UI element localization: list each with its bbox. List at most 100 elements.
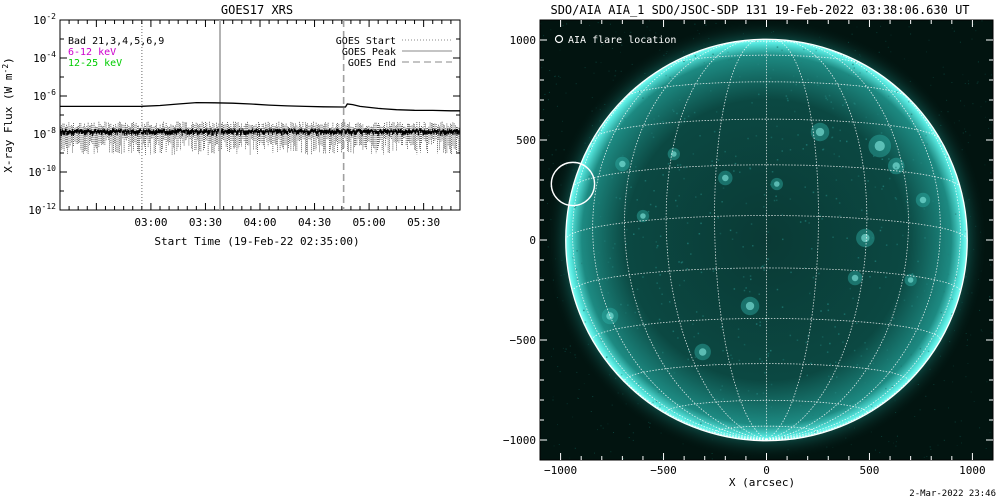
speckle [943, 439, 945, 441]
speckle [632, 432, 634, 434]
speckle [967, 363, 969, 364]
goes-x-axis-ticks: 03:00 03:30 04:00 04:30 05:00 05:30 [68, 20, 452, 229]
disk-speckle [896, 91, 898, 93]
speckle [603, 44, 605, 46]
disk-speckle [866, 211, 868, 213]
disk-speckle [619, 126, 622, 129]
speckle [972, 103, 974, 105]
speckle [943, 73, 945, 75]
grid-line [572, 57, 767, 440]
speckle [566, 23, 568, 25]
disk-speckle [874, 260, 877, 262]
disk-speckle [626, 228, 628, 231]
disk-speckle [576, 278, 579, 280]
disk-speckle [712, 270, 715, 272]
speckle [705, 24, 707, 26]
speckle [583, 383, 585, 385]
disk-speckle [702, 315, 704, 317]
speckle [559, 49, 561, 51]
speckle [607, 423, 609, 425]
disk-speckle [611, 176, 613, 179]
disk-speckle [954, 213, 957, 215]
disk-speckle [811, 418, 814, 421]
disk-speckle [850, 179, 853, 181]
speckle [620, 70, 622, 72]
disk-speckle [739, 171, 741, 173]
disk-speckle [856, 364, 859, 366]
disk-speckle [730, 58, 733, 60]
disk-speckle [750, 223, 753, 225]
speckle [546, 439, 548, 441]
disk-speckle [776, 80, 779, 82]
disk-speckle [755, 40, 757, 42]
aia-x-axis-label: X (arcsec) [729, 476, 795, 489]
speckle [558, 444, 560, 445]
y-tick-label: 10-6 [33, 88, 56, 103]
disk-speckle [662, 121, 664, 123]
speckle [636, 42, 638, 44]
disk-speckle [776, 159, 779, 161]
disk-speckle [719, 389, 722, 391]
disk-speckle [781, 49, 783, 52]
y-tick-label: 0 [529, 234, 536, 247]
disk-speckle [721, 201, 723, 203]
speckle [559, 371, 561, 373]
speckle [574, 354, 576, 356]
disk-speckle [829, 363, 832, 366]
speckle [951, 27, 953, 29]
speckle [895, 441, 897, 443]
speckle [551, 356, 552, 358]
disk-speckle [886, 358, 889, 361]
disk-speckle [662, 174, 664, 176]
disk-speckle [767, 355, 769, 357]
disk-speckle [852, 297, 854, 300]
disk-speckle [625, 312, 627, 314]
speckle [602, 427, 604, 429]
disk-speckle [659, 274, 661, 276]
disk-speckle [620, 373, 623, 376]
disk-speckle [770, 349, 772, 352]
legend-goes-start: GOES Start [336, 36, 396, 47]
speckle [615, 70, 617, 72]
speckle [553, 445, 555, 447]
disk-speckle [797, 134, 799, 136]
disk-speckle [770, 406, 773, 408]
speckle [600, 45, 602, 47]
speckle [984, 164, 986, 166]
disk-speckle [652, 401, 654, 404]
disk-speckle [864, 342, 866, 344]
disk-speckle [927, 350, 930, 353]
speckle [989, 133, 991, 135]
disk-speckle [860, 277, 863, 279]
speckle [975, 30, 977, 32]
disk-speckle [635, 166, 637, 168]
disk-speckle [653, 190, 655, 192]
speckle [985, 448, 987, 449]
disk-speckle [770, 183, 772, 186]
disk-speckle [672, 330, 675, 333]
disk-speckle [839, 215, 841, 217]
disk-speckle [805, 341, 807, 344]
disk-speckle [687, 82, 690, 85]
speckle [919, 409, 921, 411]
disk-speckle [683, 60, 685, 63]
goes-plot-frame [59, 19, 461, 211]
speckle [548, 168, 550, 170]
speckle [561, 130, 563, 132]
disk-speckle [721, 385, 723, 387]
grid-line [624, 40, 767, 440]
disk-speckle [808, 222, 810, 224]
speckle [942, 66, 944, 68]
disk-speckle [735, 155, 737, 158]
x-tick-label: 1000 [959, 464, 986, 477]
speckle [694, 23, 696, 25]
disk-speckle [767, 79, 769, 82]
disk-speckle [669, 86, 672, 88]
disk-speckle [644, 180, 647, 182]
disk-speckle [825, 125, 827, 127]
speckle [563, 149, 565, 151]
grid-line [592, 118, 941, 139]
active-region-core [851, 274, 859, 282]
speckle [575, 83, 577, 85]
disk-speckle [655, 266, 657, 269]
